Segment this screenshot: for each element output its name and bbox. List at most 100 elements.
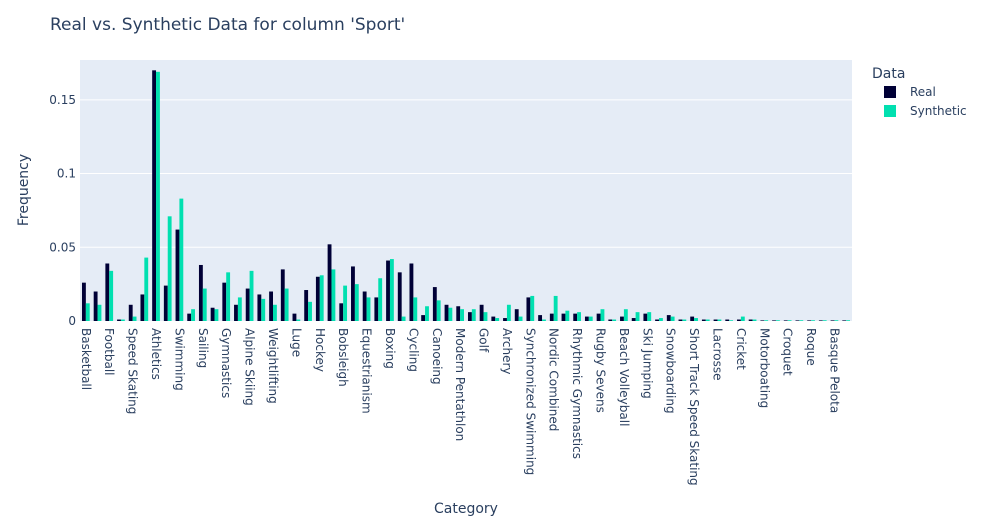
bar-real[interactable]	[760, 320, 765, 321]
bar-real[interactable]	[175, 229, 180, 321]
bar-synthetic[interactable]	[577, 312, 581, 321]
bar-real[interactable]	[456, 306, 461, 321]
bar-real[interactable]	[187, 313, 192, 321]
legend-item-real[interactable]: Real	[884, 85, 936, 99]
bar-synthetic[interactable]	[331, 269, 336, 321]
bar-synthetic[interactable]	[191, 309, 195, 321]
bar-synthetic[interactable]	[214, 309, 219, 321]
bar-synthetic[interactable]	[156, 71, 160, 321]
legend-item-synthetic[interactable]: Synthetic	[884, 104, 967, 118]
bar-synthetic[interactable]	[343, 285, 348, 321]
bar-real[interactable]	[140, 294, 145, 321]
bar-real[interactable]	[842, 320, 847, 321]
bar-synthetic[interactable]	[670, 316, 675, 321]
bar-synthetic[interactable]	[366, 297, 371, 321]
bar-synthetic[interactable]	[471, 309, 476, 321]
bar-synthetic[interactable]	[694, 318, 698, 321]
bar-real[interactable]	[304, 290, 309, 321]
bar-synthetic[interactable]	[623, 309, 628, 321]
bar-synthetic[interactable]	[799, 320, 804, 321]
bar-synthetic[interactable]	[413, 297, 418, 321]
bar-synthetic[interactable]	[811, 320, 815, 321]
bar-real[interactable]	[830, 320, 835, 321]
bar-synthetic[interactable]	[834, 320, 839, 321]
bar-real[interactable]	[584, 316, 589, 321]
bar-synthetic[interactable]	[506, 304, 511, 321]
bar-synthetic[interactable]	[565, 310, 570, 321]
bar-real[interactable]	[351, 266, 355, 321]
bar-real[interactable]	[117, 319, 121, 321]
bar-synthetic[interactable]	[167, 216, 172, 321]
bar-synthetic[interactable]	[284, 288, 289, 321]
legend[interactable]: Data Real Synthetic	[872, 66, 967, 118]
bar-real[interactable]	[678, 319, 683, 321]
bar-synthetic[interactable]	[261, 298, 266, 321]
bar-synthetic[interactable]	[144, 257, 149, 321]
bar-synthetic[interactable]	[764, 320, 769, 321]
bar-synthetic[interactable]	[85, 303, 90, 321]
bar-real[interactable]	[596, 313, 601, 321]
bar-synthetic[interactable]	[740, 316, 745, 321]
bar-real[interactable]	[818, 320, 823, 321]
bar-synthetic[interactable]	[775, 320, 780, 321]
bar-synthetic[interactable]	[635, 312, 640, 321]
bar-real[interactable]	[315, 276, 320, 321]
bar-real[interactable]	[421, 315, 426, 321]
bar-real[interactable]	[386, 260, 390, 321]
bar-synthetic[interactable]	[296, 319, 301, 321]
bar-synthetic[interactable]	[319, 275, 324, 321]
bar-real[interactable]	[631, 318, 636, 321]
bar-synthetic[interactable]	[600, 309, 605, 321]
bar-real[interactable]	[432, 287, 437, 321]
bar-synthetic[interactable]	[483, 312, 488, 321]
bar-real[interactable]	[105, 263, 110, 321]
bar-real[interactable]	[526, 297, 531, 321]
bar-real[interactable]	[690, 316, 695, 321]
bar-synthetic[interactable]	[448, 307, 453, 321]
bar-synthetic[interactable]	[682, 319, 687, 321]
bar-real[interactable]	[737, 319, 741, 321]
bar-synthetic[interactable]	[425, 306, 429, 321]
bar-real[interactable]	[620, 316, 624, 321]
bar-synthetic[interactable]	[518, 316, 523, 321]
bar-synthetic[interactable]	[132, 316, 137, 321]
bar-real[interactable]	[327, 244, 332, 321]
bar-synthetic[interactable]	[179, 198, 184, 321]
bar-real[interactable]	[713, 319, 718, 321]
bar-synthetic[interactable]	[202, 288, 207, 321]
bar-synthetic[interactable]	[588, 316, 593, 321]
bar-synthetic[interactable]	[401, 316, 406, 321]
bar-synthetic[interactable]	[542, 319, 546, 321]
bar-synthetic[interactable]	[822, 320, 827, 321]
bar-real[interactable]	[397, 272, 402, 321]
bar-real[interactable]	[666, 315, 671, 321]
bar-synthetic[interactable]	[109, 270, 114, 321]
bar-real[interactable]	[643, 313, 648, 321]
bar-real[interactable]	[514, 309, 519, 321]
bar-synthetic[interactable]	[389, 259, 394, 321]
bar-real[interactable]	[608, 319, 613, 321]
bar-synthetic[interactable]	[495, 318, 500, 321]
bar-real[interactable]	[503, 318, 507, 321]
bar-real[interactable]	[701, 319, 706, 321]
bar-real[interactable]	[795, 320, 800, 321]
bar-synthetic[interactable]	[97, 304, 102, 321]
bar-real[interactable]	[374, 297, 379, 321]
bar-real[interactable]	[245, 288, 250, 321]
bar-real[interactable]	[198, 264, 203, 321]
bar-real[interactable]	[152, 70, 157, 321]
bar-real[interactable]	[362, 291, 367, 321]
bar-real[interactable]	[163, 285, 168, 321]
bar-real[interactable]	[772, 320, 776, 321]
bar-real[interactable]	[725, 319, 730, 321]
bar-synthetic[interactable]	[249, 270, 254, 321]
bar-real[interactable]	[269, 291, 273, 321]
bar-synthetic[interactable]	[659, 318, 663, 321]
bar-real[interactable]	[292, 313, 297, 321]
bar-real[interactable]	[748, 319, 753, 321]
bar-real[interactable]	[409, 263, 414, 321]
bar-synthetic[interactable]	[273, 304, 277, 321]
bar-real[interactable]	[128, 304, 133, 321]
bar-real[interactable]	[561, 313, 566, 321]
bar-synthetic[interactable]	[729, 320, 734, 321]
